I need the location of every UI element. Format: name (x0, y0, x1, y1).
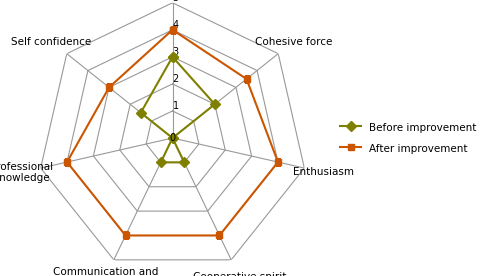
Legend: Before improvement, After improvement: Before improvement, After improvement (340, 121, 477, 155)
Text: 0: 0 (170, 133, 175, 143)
